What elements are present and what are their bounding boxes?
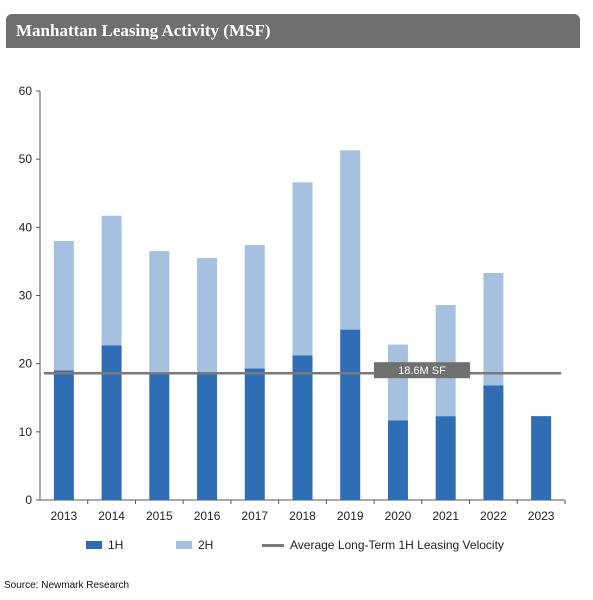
legend-item-average: Average Long-Term 1H Leasing Velocity: [262, 538, 504, 552]
bar-1h-2022: [483, 385, 504, 500]
x-tick-label: 2015: [146, 509, 173, 523]
x-tick-label: 2014: [98, 509, 125, 523]
bar-2h-2020: [387, 344, 408, 421]
bar-2h-2018: [292, 182, 313, 356]
bar-1h-2020: [387, 420, 408, 500]
x-tick-label: 2022: [480, 509, 507, 523]
x-tick-label: 2023: [528, 509, 555, 523]
bar-1h-2021: [435, 416, 456, 500]
y-tick-label: 10: [19, 425, 33, 439]
bar-2h-2013: [53, 240, 74, 371]
bar-1h-2013: [53, 370, 74, 500]
bar-2h-2022: [483, 273, 504, 386]
x-tick-label: 2013: [51, 509, 78, 523]
bar-1h-2015: [149, 371, 170, 500]
y-tick-label: 20: [19, 357, 33, 371]
bar-2h-2014: [101, 215, 122, 346]
y-tick-label: 60: [19, 84, 33, 98]
x-tick-label: 2018: [289, 509, 316, 523]
x-tick-label: 2021: [432, 509, 459, 523]
bar-2h-2015: [149, 251, 170, 372]
x-tick-label: 2016: [194, 509, 221, 523]
bar-2h-2016: [197, 258, 218, 374]
y-tick-label: 0: [25, 493, 32, 507]
y-tick-label: 50: [19, 152, 33, 166]
legend-swatch-2h: [176, 541, 192, 549]
chart: 0 10 20 30 40 50 60 2013 2014 2015 2016 2017 2018 201…: [19, 84, 566, 523]
y-tick-label: 30: [19, 289, 33, 303]
title-bar: Manhattan Leasing Activity (MSF): [6, 14, 580, 48]
bar-1h-2016: [197, 373, 218, 500]
legend-label-2h: 2H: [198, 538, 214, 552]
bar-1h-2018: [292, 355, 313, 500]
x-tick-label: 2017: [241, 509, 268, 523]
chart-title: Manhattan Leasing Activity (MSF): [16, 21, 271, 40]
legend-item-2h: 2H: [176, 538, 213, 552]
bar-2h-2017: [244, 245, 265, 369]
legend: 1H 2H Average Long-Term 1H Leasing Veloc…: [0, 538, 593, 558]
reference-label: 18.6M SF: [398, 365, 446, 377]
bar-1h-2017: [244, 368, 265, 500]
bar-1h-2023: [531, 416, 552, 500]
x-tick-label: 2020: [385, 509, 412, 523]
bar-2h-2019: [340, 150, 361, 330]
y-tick-label: 40: [19, 220, 33, 234]
source-note: Source: Newmark Research: [4, 580, 130, 591]
legend-swatch-average: [262, 543, 284, 547]
reference-label-box: [373, 362, 470, 379]
bar-1h-2014: [101, 345, 122, 500]
legend-swatch-1h: [86, 541, 102, 549]
bar-2h-2021: [435, 305, 456, 417]
x-tick-label: 2019: [337, 509, 364, 523]
legend-item-1h: 1H: [86, 538, 123, 552]
bar-1h-2019: [340, 329, 361, 500]
legend-label-average: Average Long-Term 1H Leasing Velocity: [290, 538, 504, 552]
legend-label-1h: 1H: [108, 538, 124, 552]
